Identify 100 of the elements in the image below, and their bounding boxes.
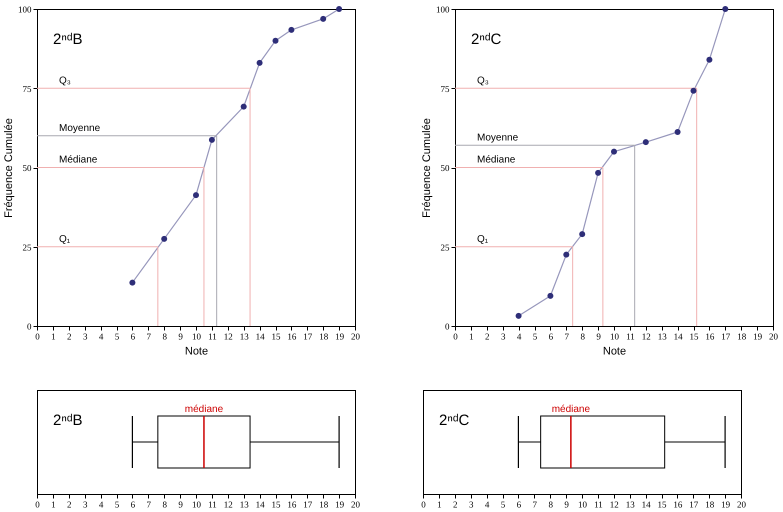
- chart-title: 2ⁿᵈC: [439, 412, 470, 429]
- text: médiane: [184, 404, 224, 415]
- x-tick-label: 4: [98, 332, 104, 342]
- x-tick-label: 5: [532, 332, 538, 342]
- x-tick-label: 10: [192, 332, 202, 342]
- x-tick-label: 11: [208, 332, 217, 342]
- x-tick-label: 15: [272, 332, 281, 342]
- point: [611, 148, 617, 155]
- x-tick-label: 6: [130, 332, 136, 342]
- x-tick-label: 1: [469, 332, 474, 342]
- point: [129, 280, 136, 286]
- x-tick-label: 14: [256, 332, 266, 342]
- x-tick-label: 14: [642, 500, 652, 510]
- chart-title: 2ⁿᵈB: [53, 412, 82, 429]
- x-tick-label: 4: [484, 500, 490, 510]
- x-tick-label: 3: [468, 500, 474, 510]
- ref-line-label: Moyenne: [477, 132, 519, 144]
- y-tick-label: 75: [22, 84, 32, 94]
- text: 2ⁿᵈC: [471, 31, 502, 48]
- x-tick-label: 12: [224, 500, 233, 510]
- x-tick-label: 17: [689, 500, 699, 510]
- y-tick-label: 75: [440, 84, 450, 94]
- x-tick-label: 1: [51, 500, 56, 510]
- point: [579, 231, 586, 238]
- x-tick-label: 13: [240, 500, 250, 510]
- x-tick-label: 6: [130, 500, 136, 510]
- y-axis-title: Fréquence Cumulée: [421, 118, 433, 218]
- x-tick-label: 19: [335, 332, 345, 342]
- x-tick-label: 18: [737, 332, 747, 342]
- point: [563, 252, 570, 258]
- point: [642, 139, 649, 146]
- x-tick-label: 8: [162, 332, 168, 342]
- ref-line-label: Q₃: [59, 75, 71, 86]
- y-tick-label: 0: [27, 322, 32, 332]
- x-tick-label: 17: [721, 332, 731, 342]
- x-tick-label: 16: [287, 500, 297, 510]
- x-tick-label: 12: [224, 332, 233, 342]
- x-tick-label: 3: [82, 500, 88, 510]
- y-tick-label: 25: [440, 242, 450, 252]
- x-tick-label: 10: [192, 500, 202, 510]
- x-tick-label: 8: [580, 332, 586, 342]
- x-tick-label: 18: [319, 500, 329, 510]
- x-tick-label: 0: [35, 500, 40, 510]
- x-tick-label: 1: [51, 332, 56, 342]
- y-tick-label: 50: [440, 163, 450, 173]
- x-axis-title: Note: [184, 346, 208, 358]
- x-tick-label: 2: [67, 332, 72, 342]
- x-tick-label: 2: [67, 500, 72, 510]
- point: [595, 170, 602, 176]
- x-tick-label: 3: [82, 332, 88, 342]
- point: [690, 88, 696, 94]
- point: [272, 38, 278, 44]
- x-tick-label: 19: [721, 500, 731, 510]
- x-tick-label: 18: [705, 500, 715, 510]
- point: [516, 312, 522, 319]
- ref-line-label: Q₃: [477, 75, 489, 86]
- x-tick-label: 9: [564, 500, 570, 510]
- x-tick-label: 10: [610, 332, 620, 342]
- point: [336, 6, 342, 12]
- x-tick-label: 3: [500, 332, 506, 342]
- x-tick-label: 13: [658, 332, 668, 342]
- x-tick-label: 0: [35, 332, 40, 342]
- x-tick-label: 7: [532, 500, 538, 510]
- ref-line-label: Moyenne: [59, 122, 101, 134]
- x-tick-label: 1: [437, 500, 442, 510]
- point: [722, 6, 728, 12]
- point: [547, 292, 554, 299]
- ref-line-label: Q₁: [477, 234, 489, 245]
- x-tick-label: 16: [287, 332, 297, 342]
- point: [706, 56, 712, 63]
- point: [256, 60, 263, 66]
- x-tick-label: 20: [351, 500, 360, 510]
- x-tick-label: 14: [674, 332, 684, 342]
- x-tick-label: 16: [705, 332, 715, 342]
- x-tick-label: 7: [146, 500, 152, 510]
- x-tick-label: 12: [642, 332, 651, 342]
- x-tick-label: 11: [594, 500, 603, 510]
- ref-line-label: Q₁: [59, 234, 71, 245]
- x-tick-label: 10: [578, 500, 588, 510]
- point: [320, 16, 326, 22]
- x-tick-label: 4: [516, 332, 522, 342]
- x-tick-label: 20: [769, 332, 778, 342]
- x-tick-label: 8: [548, 500, 554, 510]
- x-tick-label: 0: [453, 332, 458, 342]
- x-tick-label: 8: [162, 500, 168, 510]
- x-tick-label: 16: [673, 500, 683, 510]
- x-tick-label: 9: [178, 332, 184, 342]
- ref-line-label: Médiane: [59, 154, 98, 166]
- x-tick-label: 9: [178, 500, 184, 510]
- x-tick-label: 4: [98, 500, 104, 510]
- x-tick-label: 13: [626, 500, 636, 510]
- x-tick-label: 15: [690, 332, 699, 342]
- x-tick-label: 6: [548, 332, 554, 342]
- point: [193, 192, 199, 198]
- x-tick-label: 5: [114, 332, 120, 342]
- x-tick-label: 12: [610, 500, 619, 510]
- x-tick-label: 17: [303, 500, 313, 510]
- x-tick-label: 0: [421, 500, 426, 510]
- y-tick-label: 0: [445, 322, 450, 332]
- text: médiane: [552, 404, 590, 415]
